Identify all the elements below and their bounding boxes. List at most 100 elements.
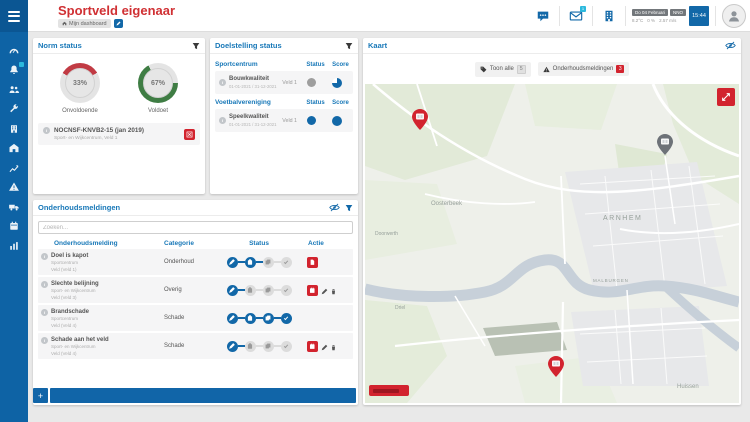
filter-onderhoudsmeldingen-button[interactable]: Onderhoudsmeldingen 3 [537,62,630,76]
step-in-progress-icon[interactable] [262,312,274,324]
maintenance-row[interactable]: i Schade aan het veld Sport- en Wijkcent… [38,333,353,359]
delete-icon[interactable] [330,339,337,354]
sidebar-item-sportpark[interactable] [0,139,28,159]
edit-icon[interactable] [321,283,328,298]
notification-badge [19,61,24,67]
column-status: Status [306,99,325,106]
map-label: MALBURGEN [593,278,629,283]
sidebar-item-accommodations[interactable] [0,119,28,139]
status-stepper [214,256,304,268]
step-done-icon[interactable] [280,256,292,268]
norm-donuts: 33% Onvoldoende 67% Voldoet [33,54,205,114]
calendar-icon [10,221,18,230]
weather-widget: Do 04 Februari NNO 8.2°C 0 % 2.57 m/s 15… [631,6,709,26]
step-done-icon[interactable] [280,340,292,352]
score-pie [331,115,342,126]
status-stepper [214,340,304,352]
step-done-icon[interactable] [280,284,292,296]
step-registered-icon[interactable] [226,340,238,352]
edit-icon[interactable] [321,339,328,354]
weather-precipitation: 0 % [647,17,656,23]
step-registered-icon[interactable] [226,312,238,324]
map-pin-1[interactable] [412,109,428,130]
row-org: Sport- en Wijkcentrum [51,288,96,293]
warning-icon [9,182,19,191]
map-label: Driel [395,305,406,311]
sidebar-item-notifications[interactable] [0,61,28,81]
map-label: Doorwerth [375,231,399,237]
info-icon: i [41,280,48,288]
donut-voldoet: 67% [138,63,178,103]
step-registered-icon[interactable] [226,284,238,296]
filter-icon[interactable] [345,200,353,215]
map-pin-3[interactable] [548,356,564,377]
step-in-progress-icon[interactable] [262,256,274,268]
step-planned-icon[interactable] [244,284,256,296]
map-fullscreen-button[interactable] [717,88,735,106]
filter-icon[interactable] [192,38,200,53]
weather-temperature: 8.2°C [631,17,644,23]
norm-report-button[interactable] [184,129,195,140]
norm-item-title: NOCNSF-KNVB2-15 (jan 2019) [54,127,144,134]
menu-button[interactable] [0,0,28,32]
step-in-progress-icon[interactable] [262,340,274,352]
table-header: Onderhoudsmelding Categorie Status Actie [33,237,358,249]
step-done-icon[interactable] [280,312,292,324]
weather-wind-speed: 2.57 m/s [659,17,677,23]
row-field: Veld (Veld 4) [51,350,77,356]
breadcrumb: Mijn dashboard [58,19,123,28]
step-planned-icon[interactable] [244,256,256,268]
map-pin-2[interactable] [657,134,673,155]
maintenance-row[interactable]: i Doel is kapot Sportcentrum Veld (Veld … [38,249,353,275]
maintenance-row[interactable]: i Slechte belijning Sport- en Wijkcentru… [38,277,353,303]
user-avatar[interactable] [722,4,746,28]
delete-icon[interactable] [330,283,337,298]
organization-button[interactable] [599,6,619,26]
maintenance-row[interactable]: i Brandschade Sportcentrum Veld (Veld 4)… [38,305,353,331]
report-action-button[interactable] [307,256,318,268]
sidebar-item-users[interactable] [0,80,28,100]
step-registered-icon[interactable] [226,256,238,268]
expand-arrows-icon [722,93,730,101]
chat-button[interactable] [533,6,553,26]
filter-count-badge: 5 [516,64,526,74]
toggle-visibility-icon[interactable] [329,200,340,215]
plan-action-button[interactable] [307,340,318,352]
toggle-visibility-icon[interactable] [725,38,736,53]
info-icon: i [41,308,48,316]
map-label: Oosterbeek [431,201,463,207]
sidebar-item-reports[interactable] [0,236,28,256]
footer-bar [50,388,356,403]
norm-list-item[interactable]: i NOCNSF-KNVB2-15 (jan 2019) Sport- en W… [38,123,200,145]
doelstelling-row[interactable]: i Speelkwaliteit 01-01-2021 / 31-12-2021… [215,109,353,132]
chat-icon [537,11,549,22]
weather-time: 15:44 [689,6,709,26]
step-in-progress-icon[interactable] [262,284,274,296]
edit-dashboard-button[interactable] [113,19,123,28]
doelstelling-row[interactable]: i Bouwkwaliteit 01-01-2021 / 31-12-2021 … [215,71,353,94]
sidebar-item-incidents[interactable] [0,178,28,198]
sidebar-item-maintenance[interactable] [0,100,28,120]
sidebar-item-logistics[interactable] [0,197,28,217]
row-title: Schade aan het veld [51,336,109,343]
map-attribution-badge [369,385,409,396]
filter-icon[interactable] [345,38,353,53]
dashboard-breadcrumb[interactable]: Mijn dashboard [58,19,111,28]
row-period: 01-01-2021 / 31-12-2021 [229,83,277,89]
panel-footer: + [33,388,356,403]
step-planned-icon[interactable] [244,340,256,352]
map[interactable]: Oosterbeek ARNHEM Doorwerth MALBURGEN Dr… [365,84,739,403]
search-input[interactable] [43,224,348,231]
plan-action-button[interactable] [307,284,318,296]
calendar-icon [310,343,315,349]
map-label: Huissen [677,384,699,390]
sidebar-item-performance[interactable] [0,158,28,178]
donut-value: 67% [150,79,165,87]
sidebar-item-dashboard[interactable] [0,41,28,61]
messages-button[interactable]: 1 [566,6,586,26]
step-planned-icon[interactable] [244,312,256,324]
add-melding-button[interactable]: + [33,388,48,403]
row-category: Schade [164,315,185,321]
filter-toon-alle-button[interactable]: Toon alle 5 [474,61,531,77]
sidebar-item-planning[interactable] [0,217,28,237]
